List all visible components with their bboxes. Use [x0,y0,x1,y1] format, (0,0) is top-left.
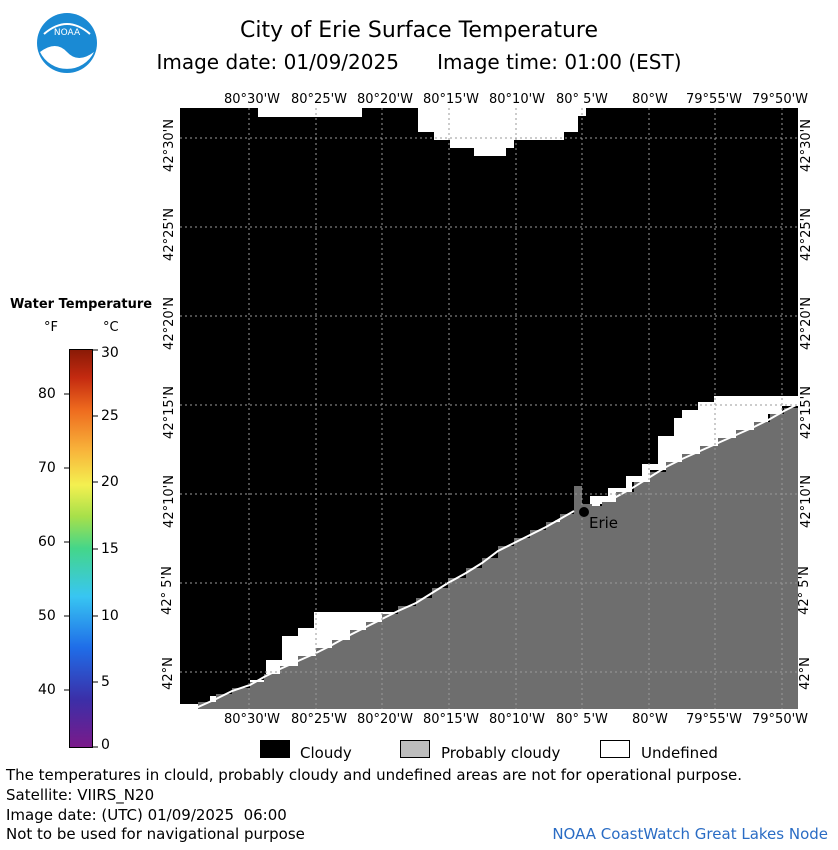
left-lat-label: 42°30'N [161,119,177,172]
utc-date-text: Image date: (UTC) 01/09/2025 06:00 [6,806,287,824]
colorbar-f-tick: 60 [38,534,56,550]
left-lat-label: 42°25'N [161,208,177,261]
bottom-lon-label: 79°50'W [752,712,809,727]
disclaimer-text: The temperatures in clould, probably clo… [6,766,743,784]
undefined-area-top-left [258,108,362,117]
legend-swatch-cloudy [260,740,290,758]
noaa-logo: NOAA [37,13,97,73]
colorbar-c-tick: 30 [101,345,119,361]
left-lat-label: 42°20'N [161,297,177,350]
colorbar-unit-f: °F [44,320,58,335]
left-lat-label: 42°10'N [161,475,177,528]
image-date-time: Image date: 01/09/2025 Image time: 01:00… [0,50,838,74]
erie-city-label: Erie [589,514,618,532]
colorbar-c-tick: 20 [101,474,119,490]
bottom-lon-label: 79°55'W [686,712,743,727]
bottom-lon-label: 80°10'W [489,712,546,727]
top-lon-label: 80°15'W [423,92,480,107]
bottom-lon-label: 80°W [632,712,668,727]
top-lon-label: 80°25'W [291,92,348,107]
legend-swatch-probably-cloudy [400,740,430,758]
undefined-area-top-center [418,108,586,156]
satellite-text: Satellite: VIIRS_N20 [6,786,155,804]
legend-label-undefined: Undefined [641,744,718,762]
nav-warning-text: Not to be used for navigational purpose [6,825,305,843]
colorbar-c-tick: 5 [101,674,110,690]
graticule [180,108,798,709]
left-lat-label: 42°N [160,657,176,690]
right-lat-label: 42°30'N [798,119,814,172]
credit-text: NOAA CoastWatch Great Lakes Node [552,825,828,843]
page-title: City of Erie Surface Temperature [239,18,599,43]
left-lat-label: 42° 5'N [159,566,175,615]
bottom-lon-label: 80°30'W [224,712,281,727]
top-lon-label: 80°30'W [224,92,281,107]
colorbar-f-tick: 70 [38,460,56,476]
colorbar-f-tick: 50 [38,608,56,624]
image-date: Image date: 01/09/2025 [156,50,399,74]
right-lat-label: 42°15'N [798,386,814,439]
colorbar-c-tick: 10 [101,608,119,624]
top-lon-label: 80°W [632,92,668,107]
right-lat-label: 42°25'N [798,208,814,261]
logo-text: NOAA [54,28,81,38]
left-lat-label: 42°15'N [161,386,177,439]
top-lon-label: 80°20'W [357,92,414,107]
colorbar-f-tick: 80 [38,386,56,402]
right-lat-label: 42°N [797,657,813,690]
image-time: Image time: 01:00 (EST) [437,50,682,74]
top-lon-label: 79°55'W [686,92,743,107]
erie-city-marker [579,507,589,517]
bottom-lon-label: 80°20'W [357,712,414,727]
colorbar-unit-c: °C [103,320,119,335]
shoreline-east [591,403,798,503]
right-lat-label: 42°20'N [798,297,814,350]
colorbar-title: Water Temperature [10,297,153,312]
colorbar-f-tick: 40 [38,682,56,698]
bottom-lon-label: 80°25'W [291,712,348,727]
top-lon-label: 80° 5'W [556,92,608,107]
top-lon-label: 80°10'W [489,92,546,107]
colorbar-c-tick: 25 [101,408,119,424]
legend-label-cloudy: Cloudy [300,744,352,762]
right-lat-label: 42° 5'N [796,566,812,615]
undefined-area-shore [180,612,394,709]
bottom-lon-label: 80°15'W [423,712,480,727]
colorbar-c-tick: 0 [101,737,110,753]
temperature-colorbar [69,349,93,748]
colorbar-c-tick: 15 [101,541,119,557]
right-lat-label: 42°10'N [798,475,814,528]
bottom-lon-label: 80° 5'W [556,712,608,727]
legend-label-probably-cloudy: Probably cloudy [441,744,561,762]
legend-swatch-undefined [600,740,630,758]
top-lon-label: 79°50'W [752,92,809,107]
temperature-map: Erie [180,108,798,709]
